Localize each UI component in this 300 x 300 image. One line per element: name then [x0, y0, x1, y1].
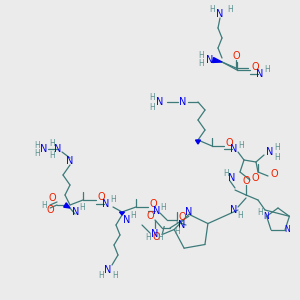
Text: N: N: [256, 69, 264, 79]
Text: O: O: [178, 212, 186, 222]
Text: N: N: [284, 225, 290, 234]
Text: H: H: [149, 94, 155, 103]
Text: N: N: [66, 156, 74, 166]
Text: N: N: [230, 144, 238, 154]
Text: H: H: [198, 59, 204, 68]
Text: N: N: [179, 97, 187, 107]
Text: H: H: [130, 212, 136, 220]
Text: H: H: [160, 202, 166, 211]
Polygon shape: [196, 140, 200, 144]
Text: N: N: [185, 207, 193, 217]
Polygon shape: [119, 212, 124, 215]
Text: O: O: [270, 169, 278, 179]
Text: O: O: [225, 138, 233, 148]
Text: H: H: [238, 140, 244, 149]
Text: H: H: [49, 140, 55, 148]
Text: O: O: [152, 232, 160, 242]
Text: O: O: [46, 205, 54, 215]
Text: H: H: [149, 103, 155, 112]
Text: O: O: [232, 51, 240, 61]
Text: N: N: [102, 199, 110, 209]
Polygon shape: [64, 203, 70, 208]
Text: N: N: [216, 9, 224, 19]
Text: H: H: [237, 211, 243, 220]
Text: H: H: [264, 65, 270, 74]
Text: H: H: [34, 148, 40, 158]
Text: O: O: [146, 211, 154, 221]
Text: H: H: [145, 233, 151, 242]
Text: N: N: [54, 144, 62, 154]
Text: H: H: [112, 271, 118, 280]
Text: H: H: [49, 151, 55, 160]
Text: H: H: [223, 169, 229, 178]
Text: N: N: [264, 212, 269, 221]
Text: H: H: [157, 233, 163, 242]
Text: O: O: [251, 62, 259, 72]
Text: H: H: [198, 52, 204, 61]
Text: H: H: [274, 143, 280, 152]
Text: O: O: [97, 192, 105, 202]
Text: N: N: [153, 206, 161, 216]
Text: H: H: [34, 140, 40, 149]
Polygon shape: [212, 58, 222, 62]
Text: N: N: [151, 229, 159, 239]
Text: N: N: [156, 97, 164, 107]
Text: H: H: [227, 5, 233, 14]
Text: H: H: [41, 200, 47, 209]
Text: H: H: [110, 196, 116, 205]
Text: H: H: [209, 5, 215, 14]
Text: N: N: [72, 207, 80, 217]
Text: N: N: [206, 55, 214, 65]
Text: H: H: [98, 271, 104, 280]
Text: H: H: [274, 152, 280, 161]
Text: N: N: [40, 144, 48, 154]
Text: H: H: [258, 208, 263, 217]
Text: N: N: [266, 147, 274, 157]
Text: O: O: [251, 173, 259, 183]
Text: O: O: [242, 176, 250, 186]
Text: N: N: [230, 205, 238, 215]
Text: N: N: [104, 265, 112, 275]
Text: N: N: [123, 215, 131, 225]
Text: O: O: [149, 199, 157, 209]
Text: H: H: [79, 203, 85, 212]
Text: N: N: [178, 220, 186, 230]
Text: H: H: [174, 226, 180, 236]
Text: N: N: [228, 173, 236, 183]
Text: O: O: [48, 193, 56, 203]
